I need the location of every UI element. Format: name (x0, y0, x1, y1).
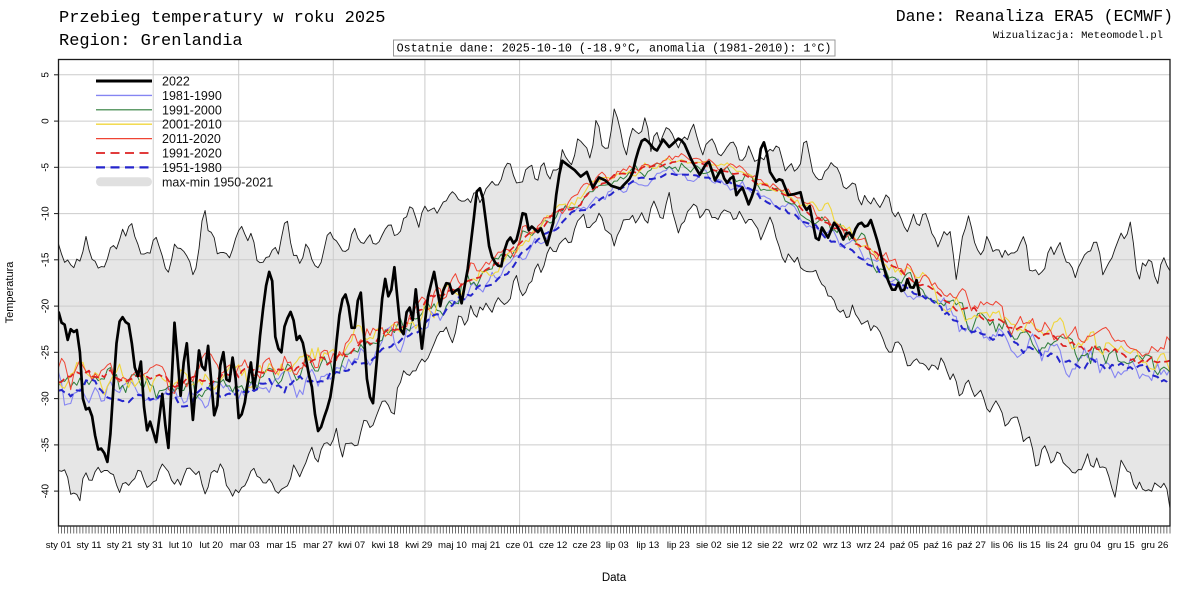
svg-text:mar 03: mar 03 (230, 540, 260, 551)
svg-text:-10: -10 (41, 206, 52, 221)
svg-text:Przebieg temperatury w roku 20: Przebieg temperatury w roku 2025 (59, 9, 385, 28)
svg-text:-15: -15 (41, 252, 52, 267)
svg-text:sie 02: sie 02 (696, 540, 722, 551)
svg-text:1981-1990: 1981-1990 (162, 89, 222, 103)
svg-text:Dane: Reanaliza ERA5 (ECMWF): Dane: Reanaliza ERA5 (ECMWF) (896, 7, 1173, 26)
svg-text:maj 10: maj 10 (438, 540, 467, 551)
svg-text:-5: -5 (41, 162, 52, 171)
svg-text:0: 0 (41, 118, 52, 124)
svg-text:kwi 29: kwi 29 (405, 540, 432, 551)
svg-text:sty 21: sty 21 (107, 540, 133, 551)
svg-text:sie 22: sie 22 (757, 540, 783, 551)
svg-text:-20: -20 (41, 298, 52, 313)
svg-text:wrz 02: wrz 02 (788, 540, 817, 551)
svg-text:-25: -25 (41, 345, 52, 360)
svg-text:-30: -30 (41, 391, 52, 406)
svg-text:lip 03: lip 03 (606, 540, 629, 551)
svg-text:kwi 07: kwi 07 (338, 540, 365, 551)
svg-text:wrz 13: wrz 13 (822, 540, 851, 551)
svg-text:1991-2020: 1991-2020 (162, 147, 222, 161)
svg-text:Region: Grenlandia: Region: Grenlandia (59, 32, 243, 51)
svg-text:lut 10: lut 10 (169, 540, 192, 551)
svg-text:max-min 1950-2021: max-min 1950-2021 (162, 175, 273, 189)
svg-text:cze 23: cze 23 (573, 540, 601, 551)
svg-text:5: 5 (41, 72, 52, 78)
svg-text:cze 12: cze 12 (539, 540, 567, 551)
svg-text:cze 01: cze 01 (505, 540, 533, 551)
svg-text:2011-2020: 2011-2020 (162, 132, 221, 146)
svg-text:maj 21: maj 21 (472, 540, 501, 551)
svg-text:Data: Data (602, 572, 627, 584)
svg-text:gru 15: gru 15 (1107, 540, 1134, 551)
svg-text:lip 23: lip 23 (667, 540, 690, 551)
svg-text:gru 04: gru 04 (1074, 540, 1102, 551)
svg-text:2001-2010: 2001-2010 (162, 118, 222, 132)
svg-text:lis 15: lis 15 (1018, 540, 1040, 551)
svg-text:1951-1980: 1951-1980 (162, 161, 222, 175)
svg-text:lip 13: lip 13 (636, 540, 659, 551)
svg-text:Temperatura: Temperatura (4, 261, 16, 324)
svg-text:2022: 2022 (162, 75, 190, 89)
svg-text:sty 01: sty 01 (46, 540, 72, 551)
svg-text:kwi 18: kwi 18 (372, 540, 399, 551)
svg-text:paź 16: paź 16 (923, 540, 952, 551)
svg-text:mar 27: mar 27 (303, 540, 333, 551)
svg-text:paź 27: paź 27 (957, 540, 986, 551)
svg-text:paź 05: paź 05 (890, 540, 919, 551)
svg-text:gru 26: gru 26 (1141, 540, 1168, 551)
svg-text:sie 12: sie 12 (727, 540, 753, 551)
svg-text:lut 20: lut 20 (199, 540, 222, 551)
svg-text:-40: -40 (41, 483, 52, 498)
svg-text:Wizualizacja: Meteomodel.pl: Wizualizacja: Meteomodel.pl (993, 30, 1163, 42)
svg-text:Ostatnie dane: 2025-10-10 (-18: Ostatnie dane: 2025-10-10 (-18.9°C, anom… (397, 42, 832, 56)
svg-text:sty 31: sty 31 (137, 540, 163, 551)
svg-text:-35: -35 (41, 437, 52, 452)
svg-text:sty 11: sty 11 (77, 540, 102, 551)
svg-text:mar 15: mar 15 (266, 540, 296, 551)
svg-text:lis 06: lis 06 (991, 540, 1013, 551)
svg-text:lis 24: lis 24 (1046, 540, 1069, 551)
svg-text:wrz 24: wrz 24 (856, 540, 886, 551)
svg-text:1991-2000: 1991-2000 (162, 103, 222, 117)
